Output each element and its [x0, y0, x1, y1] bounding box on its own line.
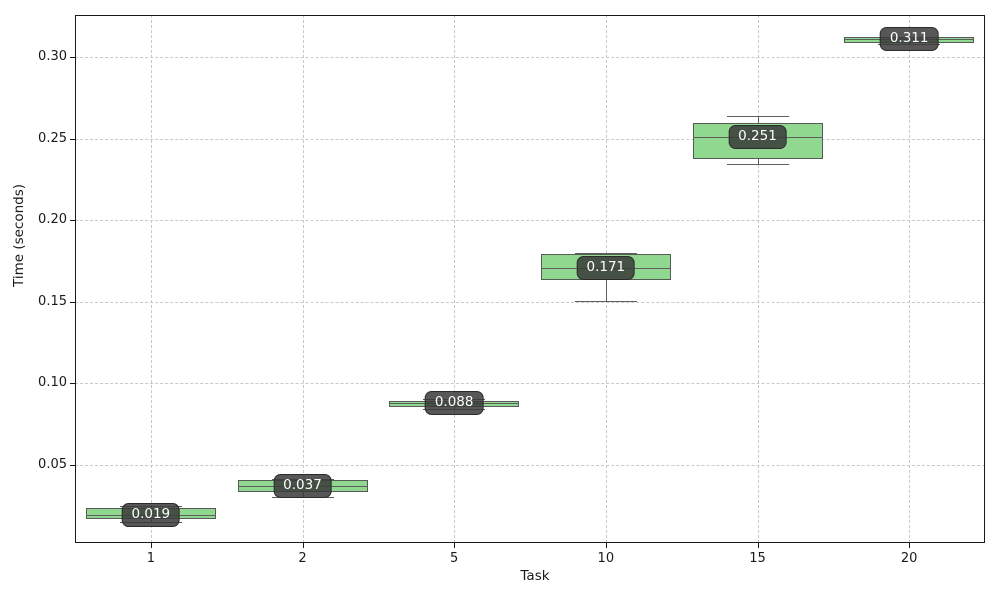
x-tick-mark: [909, 543, 911, 548]
y-tick-label: 0.05: [38, 456, 67, 472]
x-tick-mark: [605, 543, 607, 548]
whisker-upper-cap: [574, 252, 637, 254]
median-annotation: 0.088: [424, 390, 484, 415]
y-grid-line: [75, 220, 985, 222]
y-grid-line: [75, 464, 985, 466]
whisker-lower-cap: [726, 164, 789, 166]
y-grid-line: [75, 301, 985, 303]
whisker-upper-cap: [726, 116, 789, 118]
y-grid-line: [75, 383, 985, 385]
y-tick-mark: [70, 57, 75, 59]
x-grid-line: [302, 15, 304, 543]
y-tick-label: 0.20: [38, 212, 67, 228]
x-grid-line: [909, 15, 911, 543]
median-annotation: 0.037: [273, 473, 332, 498]
x-tick-label: 10: [597, 551, 615, 566]
x-grid-line: [757, 15, 759, 543]
y-tick-label: 0.15: [38, 293, 67, 309]
whisker-lower-cap: [574, 301, 637, 302]
whisker-lower-line: [605, 279, 607, 301]
y-tick-mark: [70, 383, 75, 385]
y-tick-label: 0.10: [38, 375, 67, 391]
x-tick-mark: [454, 543, 456, 548]
y-grid-line: [75, 57, 985, 59]
y-tick-mark: [70, 464, 75, 466]
median-annotation: 0.171: [576, 255, 636, 280]
x-axis-label: Task: [520, 568, 550, 584]
y-grid-line: [75, 138, 985, 140]
x-grid-line: [150, 15, 152, 543]
y-tick-mark: [70, 138, 75, 140]
x-tick-label: 5: [450, 551, 459, 566]
x-tick-mark: [757, 543, 759, 548]
x-tick-mark: [150, 543, 152, 548]
median-annotation: 0.251: [728, 125, 787, 150]
whisker-upper-line: [757, 116, 759, 124]
x-tick-label: 15: [749, 551, 766, 566]
x-tick-label: 20: [900, 551, 918, 566]
median-annotation: 0.311: [879, 27, 939, 52]
x-grid-line: [454, 15, 456, 543]
y-axis-label: Time (seconds): [11, 183, 27, 287]
median-annotation: 0.019: [121, 503, 181, 528]
y-tick-mark: [70, 301, 75, 303]
y-tick-mark: [70, 220, 75, 222]
x-tick-mark: [302, 543, 304, 548]
whisker-lower-line: [757, 159, 759, 165]
x-tick-label: 1: [146, 551, 155, 566]
y-tick-label: 0.25: [38, 130, 67, 146]
x-tick-label: 2: [298, 551, 307, 566]
y-tick-label: 0.30: [38, 49, 67, 65]
